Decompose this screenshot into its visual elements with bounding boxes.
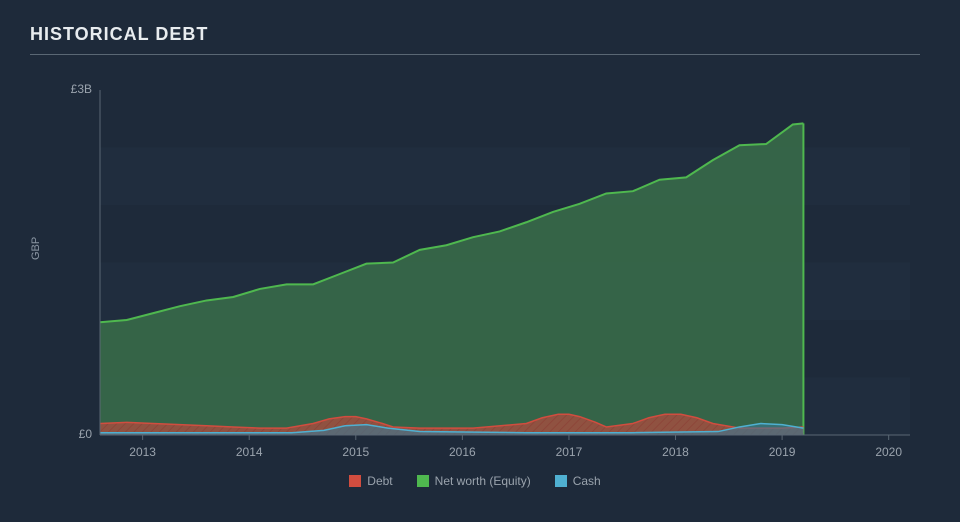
legend-swatch-icon (555, 475, 567, 487)
chart-area: GBP £0£3B 201320142015201620172018201920… (30, 60, 920, 500)
title-underline (30, 54, 920, 55)
legend-item-debt: Debt (349, 474, 392, 488)
chart-legend: Debt Net worth (Equity) Cash (30, 474, 920, 488)
legend-label: Debt (367, 474, 392, 488)
x-tick-label: 2015 (342, 445, 369, 459)
x-tick-label: 2013 (129, 445, 156, 459)
x-tick-label: 2018 (662, 445, 689, 459)
chart-svg (30, 60, 920, 500)
chart-title: HISTORICAL DEBT (30, 24, 208, 45)
chart-container: HISTORICAL DEBT GBP £0£3B 20132014201520… (0, 0, 960, 522)
legend-item-net_worth: Net worth (Equity) (417, 474, 531, 488)
x-tick-label: 2014 (236, 445, 263, 459)
x-tick-label: 2019 (769, 445, 796, 459)
legend-swatch-icon (417, 475, 429, 487)
x-tick-label: 2017 (556, 445, 583, 459)
legend-swatch-icon (349, 475, 361, 487)
y-tick-label: £0 (79, 427, 92, 441)
x-tick-label: 2020 (875, 445, 902, 459)
legend-item-cash: Cash (555, 474, 601, 488)
legend-label: Net worth (Equity) (435, 474, 531, 488)
legend-label: Cash (573, 474, 601, 488)
y-tick-label: £3B (71, 82, 92, 96)
x-tick-label: 2016 (449, 445, 476, 459)
